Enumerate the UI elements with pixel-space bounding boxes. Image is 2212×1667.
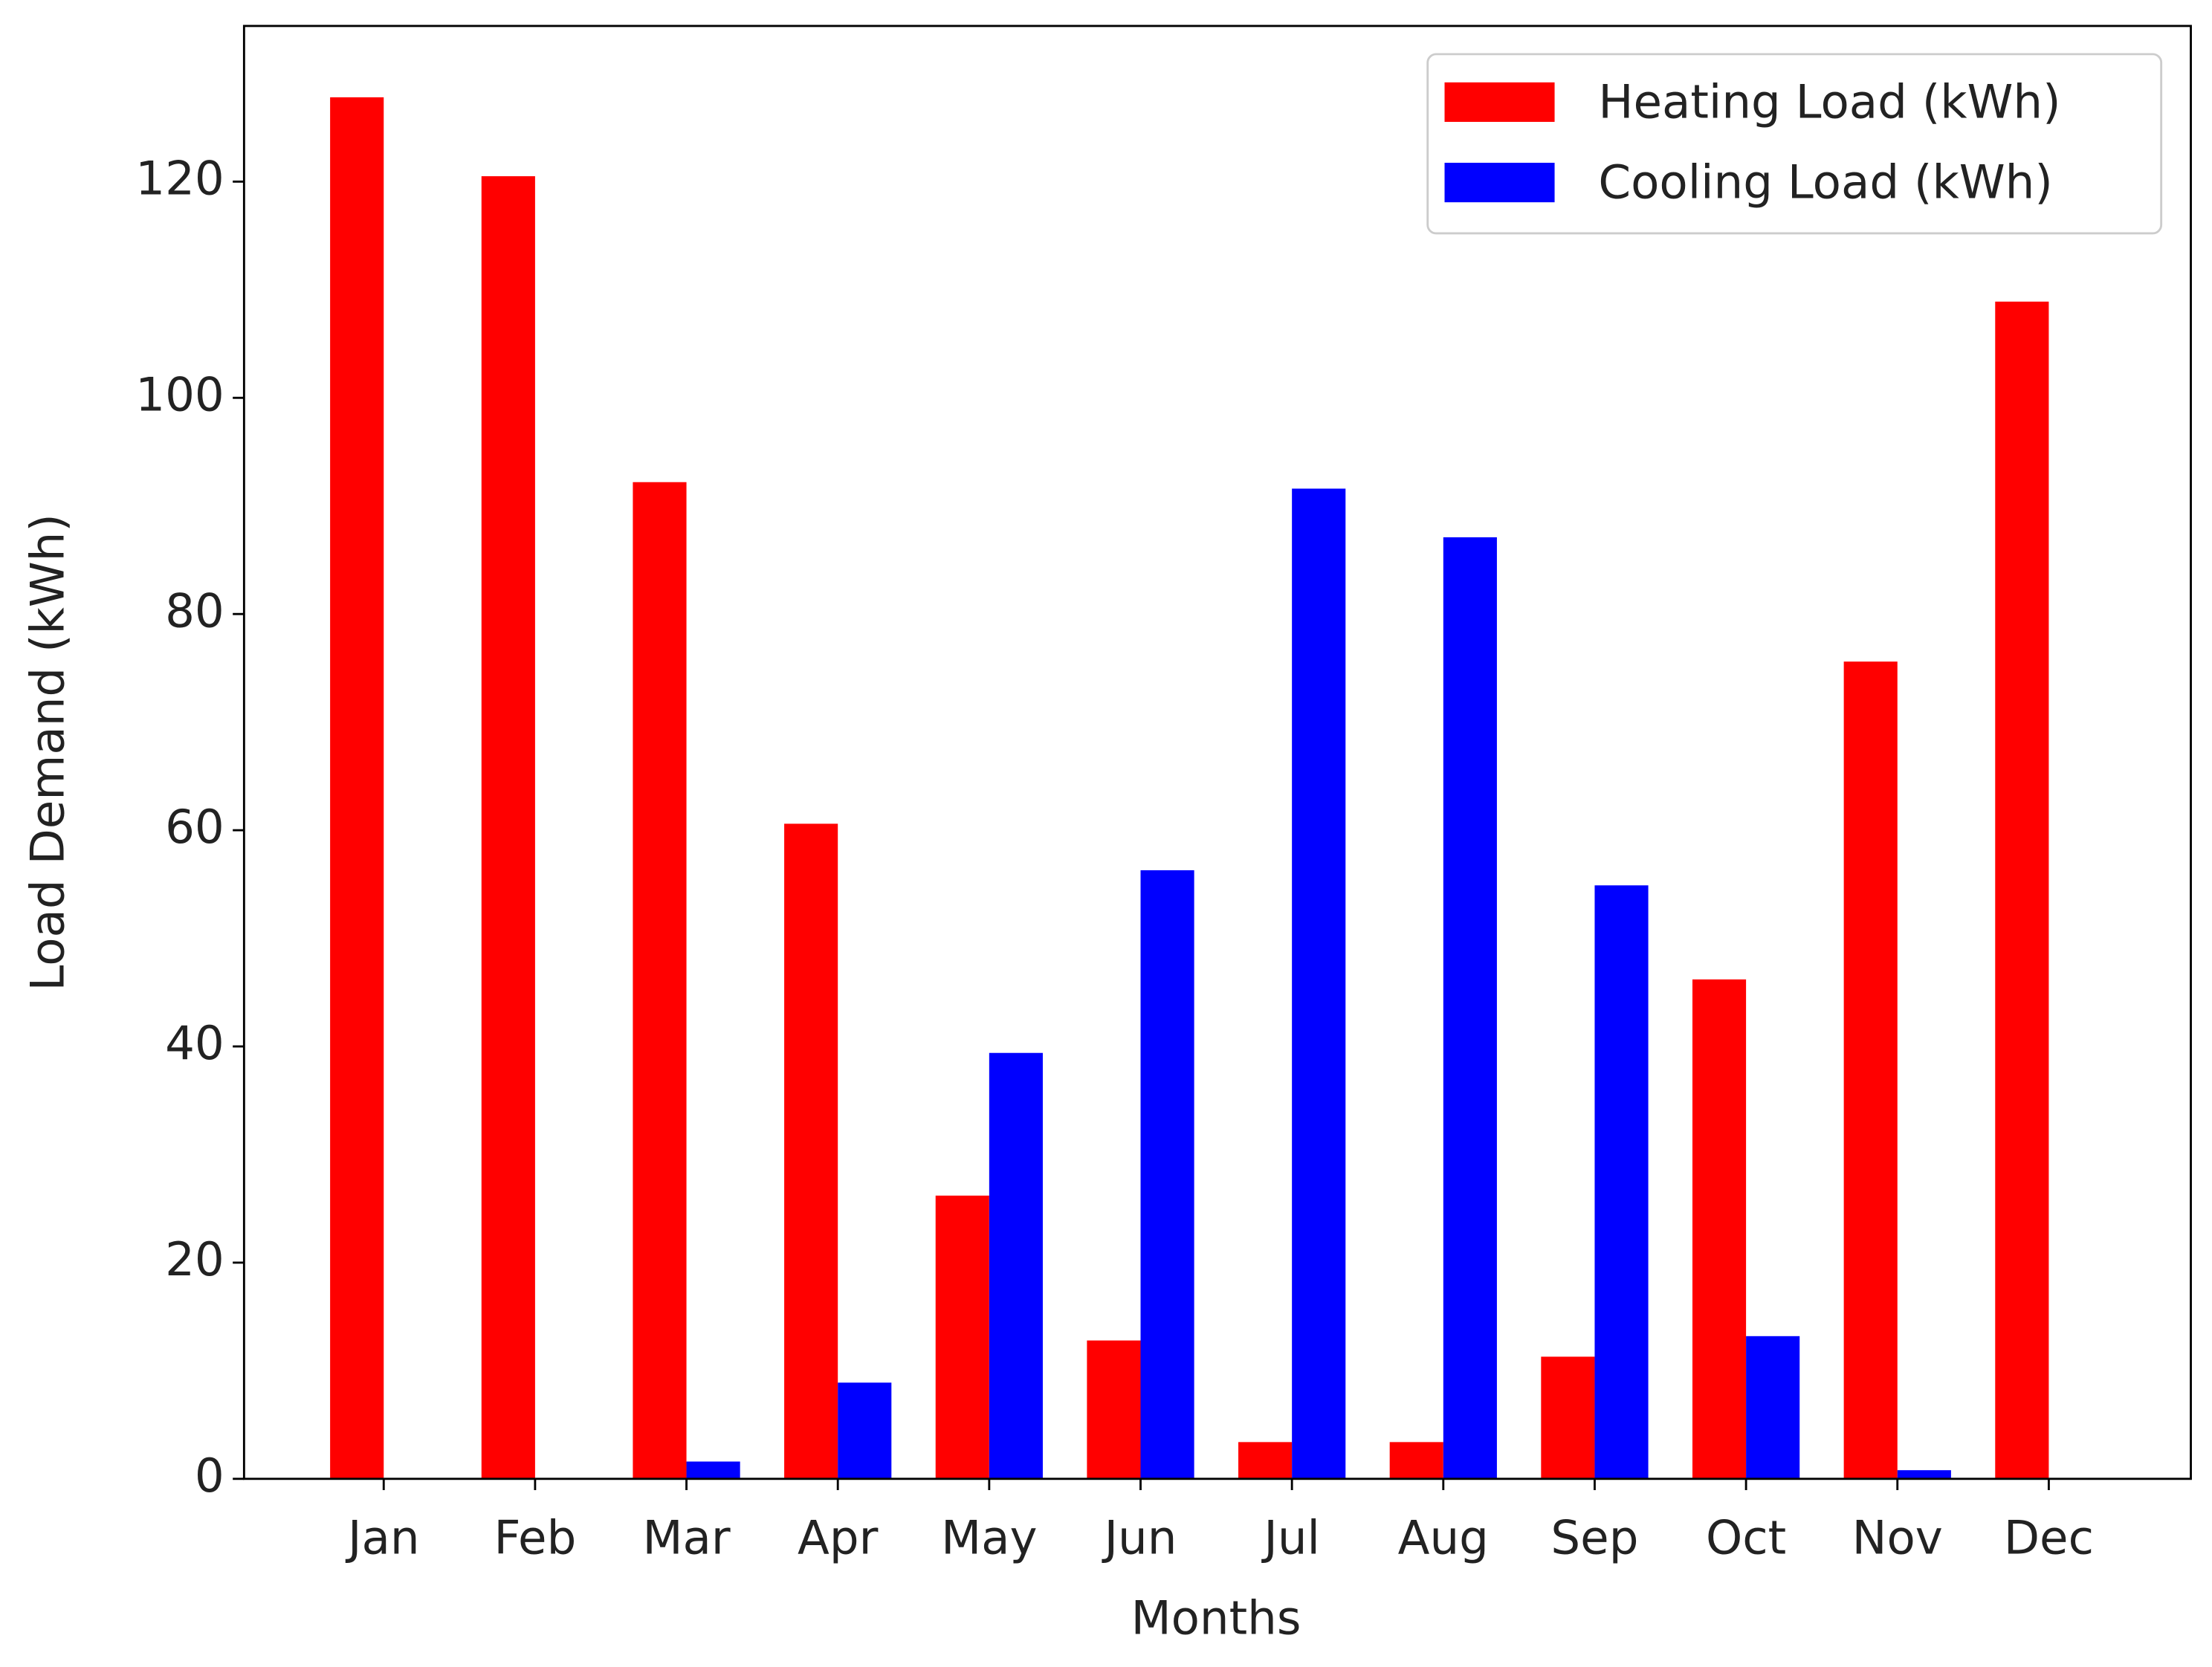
x-tick-label: Apr (798, 1510, 879, 1564)
y-tick-label: 0 (195, 1448, 224, 1503)
legend-swatch (1444, 163, 1555, 203)
x-tick-label: Feb (494, 1510, 576, 1564)
x-tick-label: Jun (1102, 1510, 1177, 1564)
y-tick-label: 20 (165, 1232, 224, 1286)
x-tick-label: Aug (1398, 1510, 1489, 1564)
y-tick-label: 80 (165, 583, 224, 638)
x-tick-label: Nov (1852, 1510, 1943, 1564)
bar (1087, 1340, 1141, 1479)
bar (838, 1382, 892, 1479)
bar (330, 97, 384, 1479)
bar (784, 823, 838, 1479)
legend-label: Cooling Load (kWh) (1598, 155, 2052, 209)
plot-frame (242, 25, 2192, 1480)
bar (633, 482, 687, 1479)
bar (1897, 1470, 1951, 1479)
bar (1746, 1336, 1800, 1479)
bar (935, 1195, 989, 1479)
bar (1541, 1356, 1595, 1479)
y-tick-label: 100 (135, 367, 224, 421)
bar (1292, 488, 1346, 1479)
x-tick-label: Jan (345, 1510, 420, 1564)
y-tick-label: 40 (165, 1016, 224, 1070)
bar (1594, 885, 1649, 1479)
x-tick-label: Dec (2004, 1510, 2094, 1564)
x-tick-label: Jul (1261, 1510, 1320, 1564)
legend-box (1426, 53, 2163, 235)
bar (989, 1052, 1043, 1479)
y-tick-label: 120 (135, 151, 224, 205)
bar (686, 1461, 740, 1479)
bar (481, 176, 535, 1479)
bar (1389, 1442, 1443, 1479)
x-tick-label: Oct (1706, 1510, 1786, 1564)
x-tick-label: May (941, 1510, 1037, 1564)
legend-swatch (1444, 82, 1555, 122)
bar (1843, 661, 1898, 1479)
bar (1140, 870, 1194, 1479)
y-axis-label: Load Demand (kWh) (20, 514, 74, 991)
bar (1692, 979, 1747, 1479)
bar (1238, 1442, 1293, 1479)
bar (1995, 301, 2049, 1479)
x-tick-label: Sep (1550, 1510, 1638, 1564)
x-axis-label: Months (1131, 1591, 1301, 1645)
y-tick-label: 60 (165, 800, 224, 854)
bar (1443, 537, 1497, 1479)
legend-label: Heating Load (kWh) (1598, 74, 2060, 129)
x-tick-label: Mar (642, 1510, 730, 1564)
